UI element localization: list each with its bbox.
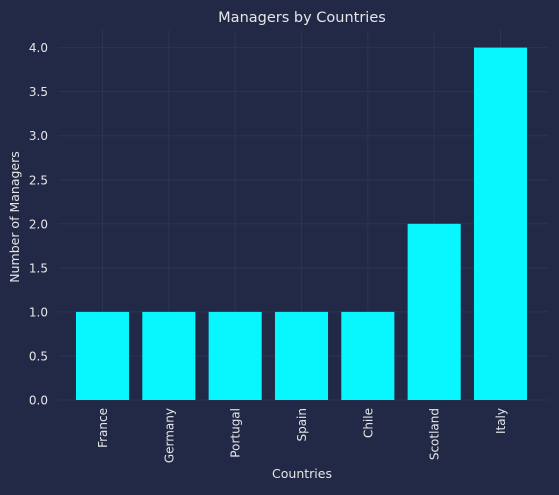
bar-germany xyxy=(142,311,196,400)
y-tick-label: 3.0 xyxy=(29,129,48,143)
chart-title: Managers by Countries xyxy=(218,10,386,26)
y-tick-label: 0.5 xyxy=(29,349,48,363)
bar-chile xyxy=(341,311,395,400)
y-tick-labels: 0.0 0.5 1.0 1.5 2.0 2.5 3.0 3.5 4.0 xyxy=(29,41,48,407)
y-axis-label: Number of Managers xyxy=(7,151,22,283)
bar-spain xyxy=(274,311,329,400)
x-tick-labels: France Germany Portugal Spain Chile Scotland I… xyxy=(96,408,508,463)
bar-scotland xyxy=(407,223,461,400)
x-tick-label: Spain xyxy=(295,408,309,442)
x-tick-label: Germany xyxy=(162,408,176,463)
y-tick-label: 1.0 xyxy=(29,305,48,319)
bar-italy xyxy=(473,47,528,400)
x-tick-label: France xyxy=(96,408,110,448)
y-tick-label: 0.0 xyxy=(29,394,48,408)
bar-portugal xyxy=(208,311,262,400)
y-tick-label: 4.0 xyxy=(29,41,48,55)
x-axis-label: Countries xyxy=(272,466,332,481)
y-tick-label: 2.0 xyxy=(29,217,48,231)
x-tick-label: Scotland xyxy=(428,408,442,460)
x-tick-label: Chile xyxy=(361,408,375,438)
y-tick-label: 1.5 xyxy=(29,261,48,275)
y-tick-label: 2.5 xyxy=(29,173,48,187)
y-tick-label: 3.5 xyxy=(29,85,48,99)
bar-france xyxy=(75,311,130,400)
x-tick-label: Portugal xyxy=(229,408,243,458)
bars xyxy=(75,47,528,400)
x-tick-label: Italy xyxy=(494,408,508,434)
